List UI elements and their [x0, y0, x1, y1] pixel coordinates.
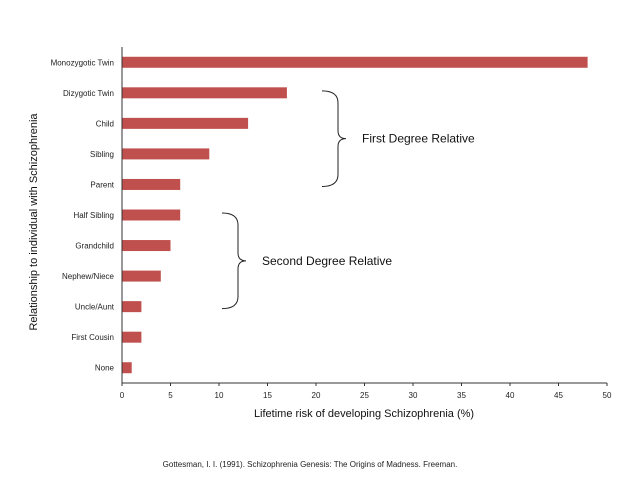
bar [122, 117, 249, 129]
x-tick-label: 35 [457, 391, 466, 400]
bar [122, 87, 287, 99]
bar [122, 148, 210, 160]
category-label: Grandchild [75, 242, 114, 251]
category-labels: Monozygotic Twin Dizygotic Twin Child Sibli… [51, 58, 115, 372]
x-tick-label: 10 [215, 391, 224, 400]
category-label: Sibling [90, 150, 114, 159]
annotations-layer: First Degree Relative Second Degree Relat… [221, 90, 475, 310]
x-tick-label: 5 [168, 391, 173, 400]
x-tick-labels: 0 5 10 15 20 25 30 35 40 45 50 [120, 391, 612, 400]
category-label: Half Sibling [74, 211, 114, 220]
x-tick-label: 25 [360, 391, 369, 400]
x-tick-label: 45 [554, 391, 563, 400]
group-annotation-label: First Degree Relative [362, 132, 475, 146]
x-tick-label: 15 [263, 391, 272, 400]
bar [122, 209, 181, 221]
category-label: First Cousin [71, 333, 114, 342]
x-tick-label: 40 [506, 391, 515, 400]
bar [122, 178, 181, 190]
category-label: Uncle/Aunt [75, 303, 115, 312]
curly-bracket [321, 90, 347, 187]
x-axis-title: Lifetime risk of developing Schizophreni… [254, 408, 474, 420]
curly-bracket [221, 212, 247, 310]
bar [122, 270, 161, 282]
x-tick-label: 50 [603, 391, 612, 400]
bar [122, 56, 588, 68]
category-label: Monozygotic Twin [51, 58, 114, 67]
bar [122, 240, 171, 252]
bar [122, 331, 142, 343]
x-tick-label: 20 [312, 391, 321, 400]
category-label: Nephew/Niece [62, 272, 115, 281]
category-label: None [95, 364, 115, 373]
bar [122, 362, 132, 374]
category-label: Parent [90, 180, 114, 189]
category-label: Dizygotic Twin [63, 89, 114, 98]
x-tick-label: 30 [409, 391, 418, 400]
x-tick-label: 0 [120, 391, 125, 400]
category-label: Child [96, 119, 114, 128]
source-citation: Gottesman, I. I. (1991). Schizophrenia G… [163, 460, 458, 469]
bar [122, 301, 142, 313]
group-annotation-label: Second Degree Relative [262, 254, 392, 268]
bars-layer [122, 56, 588, 374]
axes-layer [121, 47, 608, 386]
y-axis-title: Relationship to individual with Schizoph… [28, 113, 40, 331]
